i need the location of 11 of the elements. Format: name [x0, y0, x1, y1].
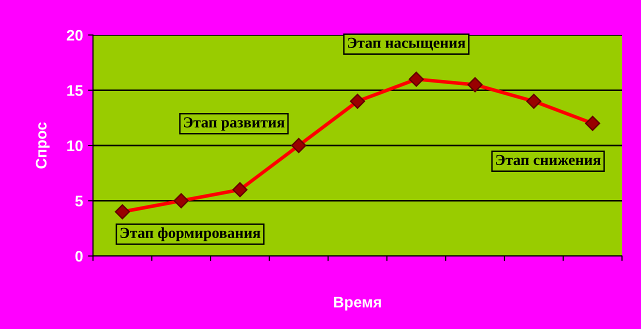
y-tick-label: 20 [66, 30, 83, 41]
y-tick-label: 10 [67, 140, 83, 152]
annotation: Этап снижения [496, 154, 601, 166]
y-axis-title: Спрос [36, 122, 50, 168]
y-tick-label: 15 [67, 85, 83, 96]
x-axis-title: Время [334, 296, 381, 311]
annotation: Этап развития [184, 117, 285, 131]
y-tick-label: 5 [75, 196, 83, 206]
y-tick-label: 0 [75, 250, 83, 262]
annotation: Этап насыщения [348, 38, 466, 50]
annotation: Этап формирования [120, 227, 260, 242]
